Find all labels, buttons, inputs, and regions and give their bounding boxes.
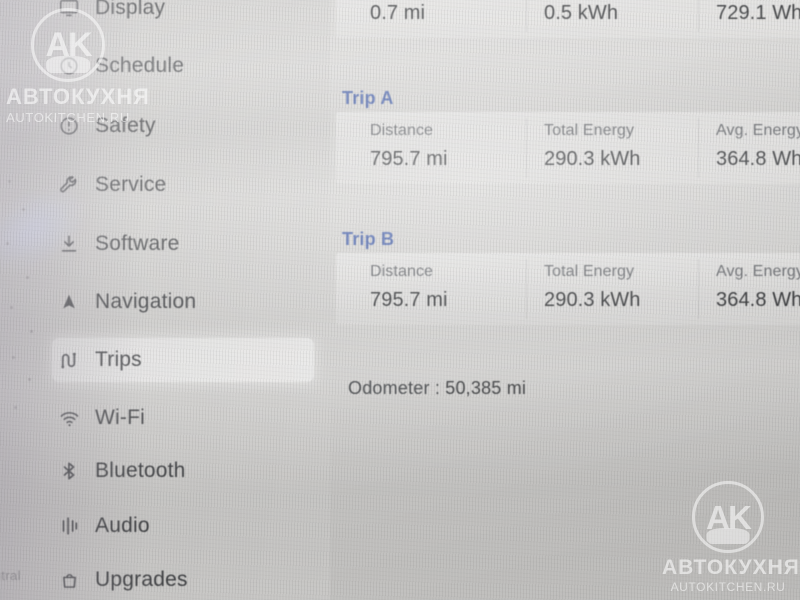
sidebar-item-service[interactable]: Service [52, 163, 314, 207]
column-divider [526, 118, 527, 178]
display-icon [52, 0, 86, 23]
odometer-label: Odometer : [348, 378, 441, 398]
sidebar-item-label: Safety [95, 114, 156, 137]
stat-label: Total Energy [544, 263, 635, 280]
sidebar-item-label: Navigation [95, 290, 197, 313]
gear-indicator-bleed: eutral [0, 568, 21, 583]
stat-value: 364.8 Wh/mi [716, 148, 800, 170]
stat-value: 729.1 Wh/mi [716, 2, 800, 24]
sidebar-item-upgrades[interactable]: Upgrades [52, 558, 314, 600]
sidebar-item-display[interactable]: Display [52, 0, 314, 30]
sidebar-item-label: Display [95, 0, 166, 19]
stat-value: 364.8 Wh/mi [716, 289, 800, 311]
sidebar-item-safety[interactable]: Safety [52, 104, 314, 148]
sidebar-item-label: Audio [95, 514, 150, 537]
stat-label: Total Energy [544, 122, 635, 139]
stat-value: 0.5 kWh [544, 2, 619, 24]
stat-value: 795.7 mi [370, 289, 448, 311]
download-icon [52, 229, 86, 259]
clock-icon [52, 51, 86, 81]
column-divider [526, 0, 527, 32]
sidebar-item-label: Trips [95, 348, 142, 371]
stat-cell-total-energy: Total Energy 290.3 kWh [544, 263, 641, 312]
trip-stats-card: Distance 0.7 mi Total Energy 0.5 kWh Avg… [336, 0, 800, 38]
stat-cell-total-energy: Total Energy 290.3 kWh [544, 122, 641, 171]
stat-label: Avg. Energy [716, 122, 800, 139]
sidebar-item-label: Bluetooth [95, 459, 186, 482]
stat-value: 290.3 kWh [544, 148, 641, 170]
sidebar-item-label: Schedule [95, 54, 185, 77]
trip-a-stats-card: Distance 795.7 mi Total Energy 290.3 kWh… [336, 112, 800, 184]
odometer-readout: Odometer : 50,385 mi [348, 378, 526, 399]
stat-label: Distance [370, 122, 434, 139]
sidebar-item-label: Upgrades [95, 568, 188, 591]
stat-cell-avg-energy: Avg. Energy 364.8 Wh/mi [716, 263, 800, 312]
sidebar-item-schedule[interactable]: Schedule [52, 44, 314, 88]
odometer-value: 50,385 mi [445, 378, 527, 398]
wifi-icon [52, 403, 86, 433]
stat-value: 795.7 mi [370, 148, 448, 170]
stat-value: 0.7 mi [370, 2, 426, 24]
wrench-icon [52, 170, 86, 200]
sidebar-item-software[interactable]: Software [52, 222, 314, 266]
sidebar-item-label: Wi-Fi [95, 406, 145, 429]
stat-label: Distance [370, 263, 434, 280]
sidebar-item-navigation[interactable]: Navigation [52, 280, 314, 324]
sidebar-item-bluetooth[interactable]: Bluetooth [52, 449, 314, 493]
shopping-bag-icon [52, 565, 86, 595]
sidebar-item-label: Software [95, 232, 180, 255]
stat-cell-distance: Distance 795.7 mi [370, 122, 448, 171]
sidebar-item-wifi[interactable]: Wi-Fi [52, 396, 314, 440]
trips-route-icon [52, 345, 86, 375]
stat-cell-distance: Distance 795.7 mi [370, 263, 448, 312]
stat-cell-avg-energy: Avg. Energy 729.1 Wh/mi [716, 0, 800, 25]
sidebar-item-label: Service [95, 173, 167, 196]
stat-cell-avg-energy: Avg. Energy 364.8 Wh/mi [716, 122, 800, 171]
audio-levels-icon [52, 511, 86, 541]
navigation-arrow-icon [52, 287, 86, 317]
sidebar-item-trips[interactable]: Trips [52, 338, 314, 382]
alert-circle-icon [52, 111, 86, 141]
stat-cell-total-energy: Total Energy 0.5 kWh [544, 0, 634, 25]
column-divider [698, 0, 699, 32]
column-divider [526, 259, 527, 319]
stat-cell-distance: Distance 0.7 mi [370, 0, 433, 25]
stat-label: Avg. Energy [716, 263, 800, 280]
column-divider [698, 118, 699, 178]
trip-b-title: Trip B [342, 229, 395, 249]
settings-sidebar: Display Schedule Safety [0, 0, 330, 600]
trip-b-stats-card: Distance 795.7 mi Total Energy 290.3 kWh… [336, 253, 800, 325]
column-divider [698, 259, 699, 319]
bluetooth-icon [52, 456, 86, 486]
trips-content-pane: Distance 0.7 mi Total Energy 0.5 kWh Avg… [330, 0, 800, 600]
stat-value: 290.3 kWh [544, 289, 641, 311]
sidebar-item-audio[interactable]: Audio [52, 504, 314, 548]
trip-a-title: Trip A [342, 88, 394, 108]
